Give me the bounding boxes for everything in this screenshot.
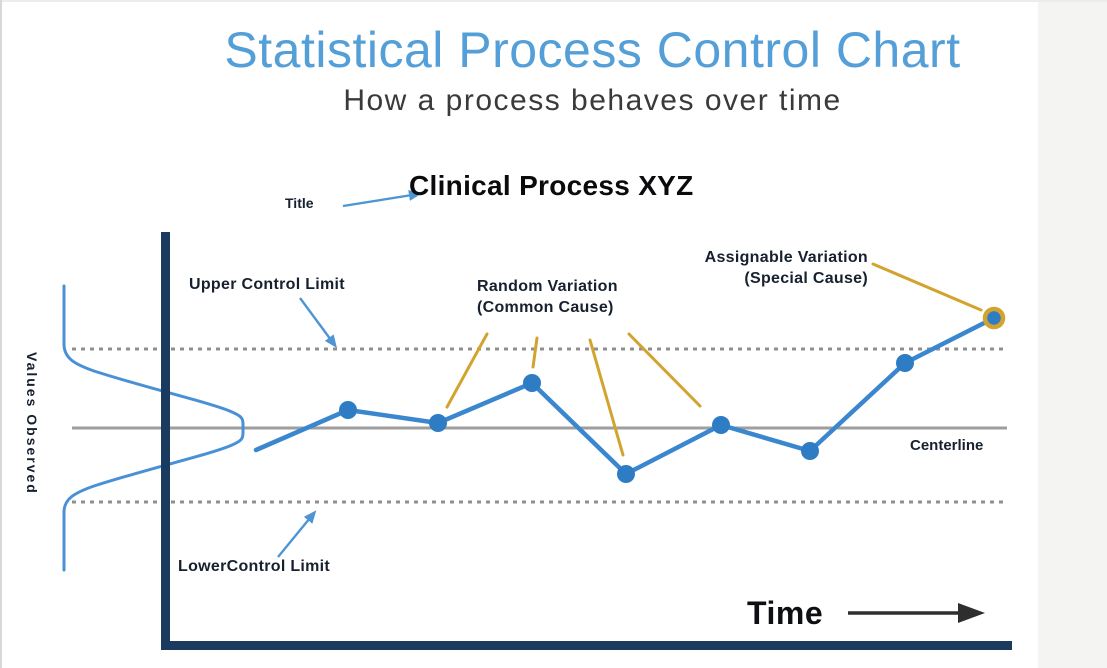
data-point [801,442,819,460]
assignable-variation-label: Assignable Variation (Special Cause) [650,247,868,289]
x-axis [161,641,1012,650]
page-right-margin [1038,0,1107,668]
data-line [253,315,997,477]
callout-arrow [277,510,317,558]
distribution-curve [62,284,245,572]
callout-arrow [299,297,337,349]
lower-control-limit-label: LowerControl Limit [178,558,331,575]
centerline-label: Centerline [910,437,984,454]
y-axis [161,232,170,650]
gold-pointer-line [588,338,625,457]
gold-pointer-line [445,332,489,409]
gold-pointer-line [871,262,983,312]
chart-title-callout-label: Title [285,195,314,211]
chart-title: Clinical Process XYZ [409,170,694,201]
random-variation-line2: (Common Cause) [477,299,614,316]
gold-pointer-line [627,332,702,408]
page-title: Statistical Process Control Chart [224,22,961,78]
data-point [617,465,635,483]
y-axis-label: Values Observed [24,352,40,495]
page-left-edge [0,0,2,668]
data-point [429,414,447,432]
assignable-variation-line2: (Special Cause) [744,270,868,287]
random-variation-label: Random Variation (Common Cause) [477,276,618,318]
callout-arrow [342,190,422,208]
page-subtitle: How a process behaves over time [343,84,842,117]
x-axis-label: Time [747,595,824,631]
data-point [896,354,914,372]
assignable-variation-line1: Assignable Variation [704,249,868,266]
gold-pointer-line [531,336,539,369]
upper-control-limit-label: Upper Control Limit [189,276,345,293]
data-point [712,416,730,434]
data-point [523,374,541,392]
page-top-edge [0,0,1107,2]
special-cause-point [982,306,1006,330]
data-point [339,401,357,419]
random-variation-line1: Random Variation [477,278,618,295]
